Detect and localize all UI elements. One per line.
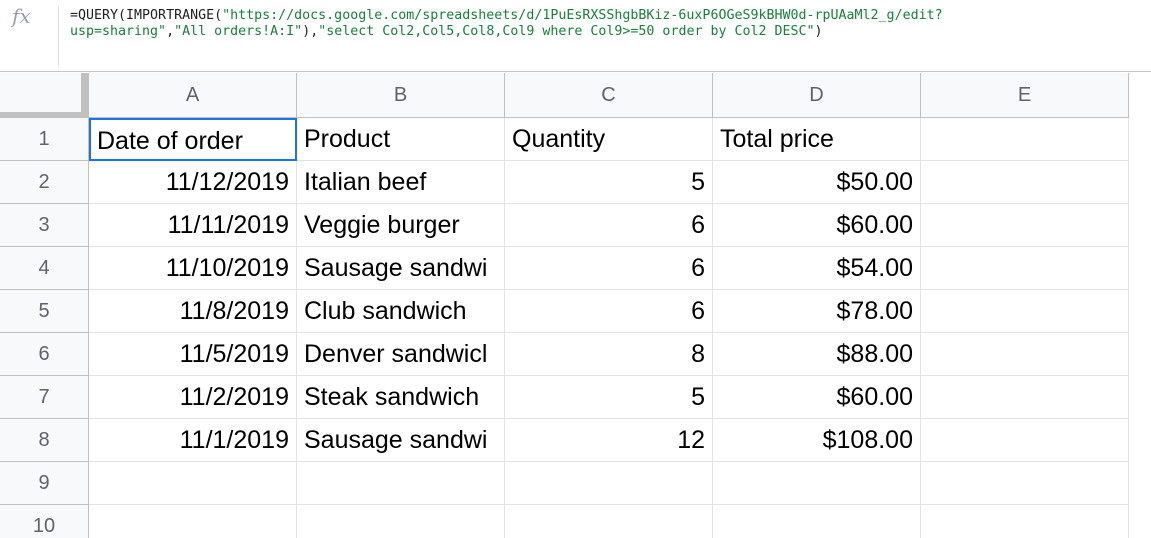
cell-b2[interactable]: Italian beef	[297, 161, 505, 204]
cell-b8[interactable]: Sausage sandwi	[297, 419, 505, 462]
cell-c1[interactable]: Quantity	[505, 118, 713, 161]
cell-a3[interactable]: 11/11/2019	[89, 204, 297, 247]
formula-sep: ),	[302, 24, 319, 39]
cell-c8[interactable]: 12	[505, 419, 713, 462]
cell-e5[interactable]	[921, 290, 1129, 333]
formula-divider	[58, 6, 59, 66]
row-header-3[interactable]: 3	[0, 204, 89, 247]
cell-c7[interactable]: 5	[505, 376, 713, 419]
cell-c2[interactable]: 5	[505, 161, 713, 204]
cell-c5[interactable]: 6	[505, 290, 713, 333]
cell-e8[interactable]	[921, 419, 1129, 462]
cell-a2[interactable]: 11/12/2019	[89, 161, 297, 204]
cell-c6[interactable]: 8	[505, 333, 713, 376]
formula-query: "select Col2,Col5,Col8,Col9 where Col9>=…	[318, 24, 815, 39]
cell-a7[interactable]: 11/2/2019	[89, 376, 297, 419]
row-header-10[interactable]: 10	[0, 505, 89, 538]
cell-a8[interactable]: 11/1/2019	[89, 419, 297, 462]
cell-a4[interactable]: 11/10/2019	[89, 247, 297, 290]
cell-d8[interactable]: $108.00	[713, 419, 921, 462]
cell-d7[interactable]: $60.00	[713, 376, 921, 419]
column-header-a[interactable]: A	[89, 73, 297, 118]
cell-b10[interactable]	[297, 505, 505, 538]
formula-close: )	[814, 24, 823, 39]
formula-url: "https://docs.google.com/spreadsheets/d/…	[222, 8, 943, 23]
cell-b5[interactable]: Club sandwich	[297, 290, 505, 333]
cell-b6[interactable]: Denver sandwicl	[297, 333, 505, 376]
cell-d9[interactable]	[713, 462, 921, 505]
row-header-5[interactable]: 5	[0, 290, 89, 333]
select-all-corner[interactable]	[0, 73, 89, 118]
row-header-7[interactable]: 7	[0, 376, 89, 419]
cell-d2[interactable]: $50.00	[713, 161, 921, 204]
cell-e2[interactable]	[921, 161, 1129, 204]
cell-e9[interactable]	[921, 462, 1129, 505]
cell-e10[interactable]	[921, 505, 1129, 538]
column-header-e[interactable]: E	[921, 73, 1129, 118]
freeze-row-handle[interactable]	[0, 112, 89, 118]
row-header-4[interactable]: 4	[0, 247, 89, 290]
cell-c3[interactable]: 6	[505, 204, 713, 247]
cell-e6[interactable]	[921, 333, 1129, 376]
cell-e1[interactable]	[921, 118, 1129, 161]
freeze-column-handle[interactable]	[81, 73, 89, 118]
formula-range: "All orders!A:I"	[174, 24, 303, 39]
cell-a9[interactable]	[89, 462, 297, 505]
cell-d3[interactable]: $60.00	[713, 204, 921, 247]
cell-a1[interactable]: Date of order	[89, 118, 297, 161]
formula-url-cont: usp=sharing"	[70, 24, 167, 39]
cell-b7[interactable]: Steak sandwich	[297, 376, 505, 419]
cell-c9[interactable]	[505, 462, 713, 505]
cell-e4[interactable]	[921, 247, 1129, 290]
cell-d5[interactable]: $78.00	[713, 290, 921, 333]
formula-prefix: =QUERY(IMPORTRANGE(	[70, 8, 223, 23]
cell-d10[interactable]	[713, 505, 921, 538]
column-header-d[interactable]: D	[713, 73, 921, 118]
row-header-8[interactable]: 8	[0, 419, 89, 462]
cell-e3[interactable]	[921, 204, 1129, 247]
column-header-c[interactable]: C	[505, 73, 713, 118]
cell-e7[interactable]	[921, 376, 1129, 419]
formula-bar: fx =QUERY(IMPORTRANGE("https://docs.goog…	[0, 0, 1151, 72]
cell-d6[interactable]: $88.00	[713, 333, 921, 376]
row-header-9[interactable]: 9	[0, 462, 89, 505]
cell-a5[interactable]: 11/8/2019	[89, 290, 297, 333]
cell-c10[interactable]	[505, 505, 713, 538]
cell-b9[interactable]	[297, 462, 505, 505]
cell-d4[interactable]: $54.00	[713, 247, 921, 290]
row-header-2[interactable]: 2	[0, 161, 89, 204]
cell-b1[interactable]: Product	[297, 118, 505, 161]
cell-d1[interactable]: Total price	[713, 118, 921, 161]
spreadsheet-grid[interactable]: A B C D E 1 Date of order Product Quantity Total …	[0, 73, 1151, 538]
row-header-6[interactable]: 6	[0, 333, 89, 376]
formula-sep: ,	[166, 24, 175, 39]
formula-input[interactable]: =QUERY(IMPORTRANGE("https://docs.google.…	[70, 8, 1145, 40]
column-header-b[interactable]: B	[297, 73, 505, 118]
cell-c4[interactable]: 6	[505, 247, 713, 290]
cell-b4[interactable]: Sausage sandwi	[297, 247, 505, 290]
cell-a10[interactable]	[89, 505, 297, 538]
row-header-1[interactable]: 1	[0, 118, 89, 161]
cell-a6[interactable]: 11/5/2019	[89, 333, 297, 376]
fx-icon: fx	[12, 4, 31, 28]
cell-b3[interactable]: Veggie burger	[297, 204, 505, 247]
